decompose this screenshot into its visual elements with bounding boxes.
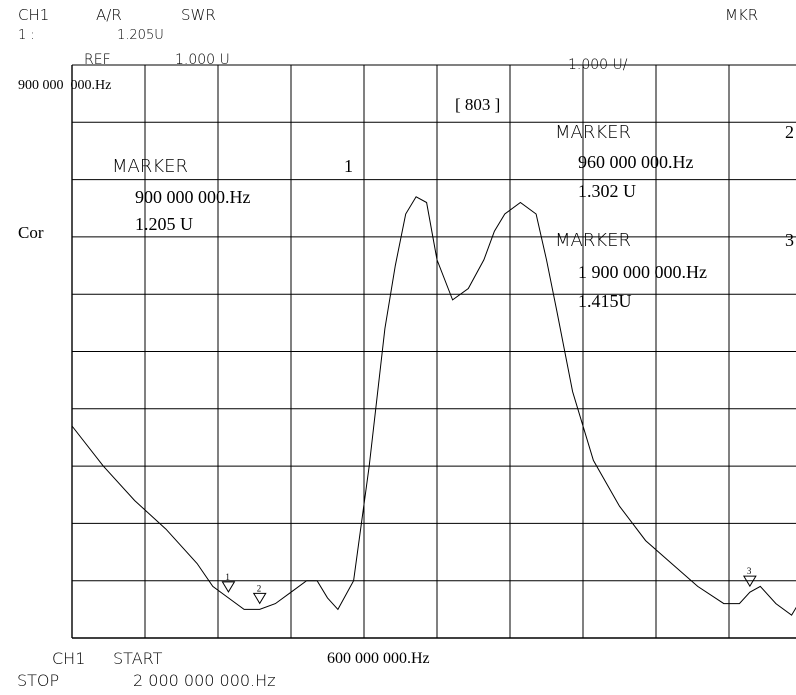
- ref-label: REF: [84, 52, 111, 68]
- marker-1-triangle: [221, 581, 236, 593]
- marker-1-label: 1: [225, 572, 230, 582]
- marker-3-triangle: [742, 575, 757, 588]
- ref-value: 1.000 U: [175, 52, 230, 68]
- marker-2-title: MARKER: [555, 122, 632, 143]
- marker-3-value: 1.415U: [578, 291, 632, 311]
- stop-label: STOP: [17, 671, 60, 690]
- measurement-label: A/R: [96, 6, 122, 24]
- swr-trace: [71, 196, 796, 616]
- channel-label: CH1: [18, 6, 50, 24]
- format-label: SWR: [181, 6, 216, 24]
- chart-grid: [71, 64, 796, 639]
- chart-trace-layer: [71, 196, 796, 616]
- active-marker-index: 1 :: [18, 28, 35, 43]
- marker-2-label: 2: [257, 583, 262, 593]
- stop-value: 2 000 000 000.Hz: [133, 671, 276, 690]
- marker-2-frequency: 960 000 000.Hz: [578, 152, 694, 172]
- chart-marker-layer: 1 2 3: [221, 566, 757, 605]
- marker-3-number: 3: [785, 230, 794, 250]
- points-indicator: [ 803 ]: [455, 95, 501, 114]
- marker-1-title: MARKER: [112, 156, 189, 177]
- mkr-label: MKR: [725, 6, 759, 24]
- footer-channel: CH1: [52, 649, 86, 668]
- marker-1-number: 1: [344, 156, 353, 176]
- marker-3-label: 3: [747, 566, 752, 576]
- marker-2-number: 2: [785, 122, 794, 142]
- marker-2-value: 1.302 U: [578, 181, 636, 201]
- marker-1-frequency: 900 000 000.Hz: [135, 187, 251, 207]
- marker-3-title: MARKER: [555, 230, 632, 251]
- correction-indicator: Cor: [18, 223, 44, 242]
- start-value: 600 000 000.Hz: [327, 650, 430, 667]
- marker-2-triangle: [252, 592, 267, 605]
- start-label: START: [113, 649, 163, 668]
- active-marker-value: 1.205U: [117, 28, 164, 43]
- center-frequency: 900 000 000.Hz: [18, 78, 112, 93]
